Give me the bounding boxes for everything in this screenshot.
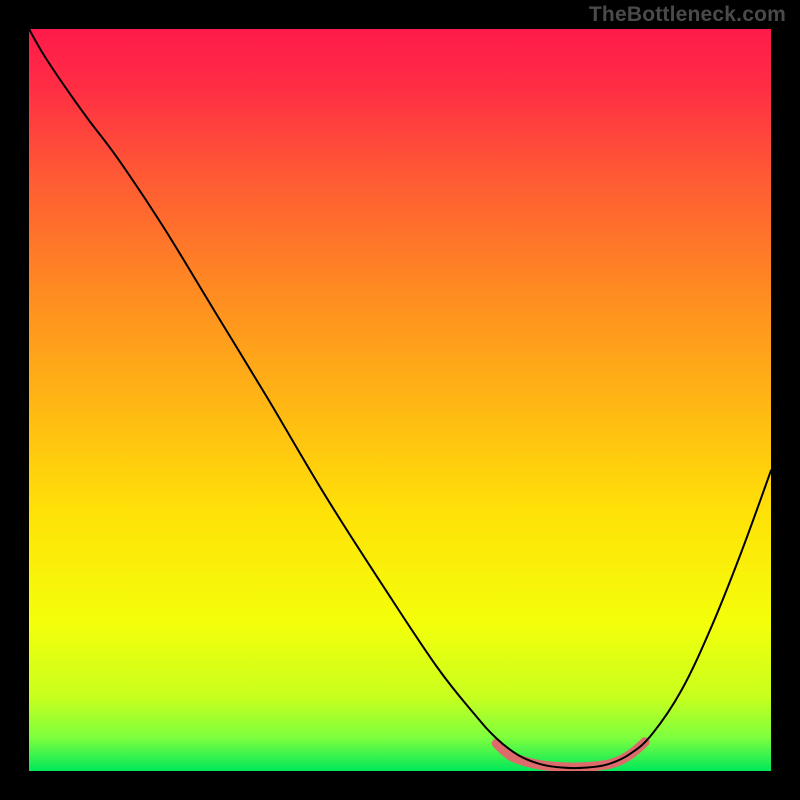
- bottleneck-chart: [29, 29, 771, 771]
- plot-area: [29, 29, 771, 771]
- watermark-text: TheBottleneck.com: [589, 3, 786, 27]
- gradient-background: [29, 29, 771, 771]
- frame: TheBottleneck.com: [0, 0, 800, 800]
